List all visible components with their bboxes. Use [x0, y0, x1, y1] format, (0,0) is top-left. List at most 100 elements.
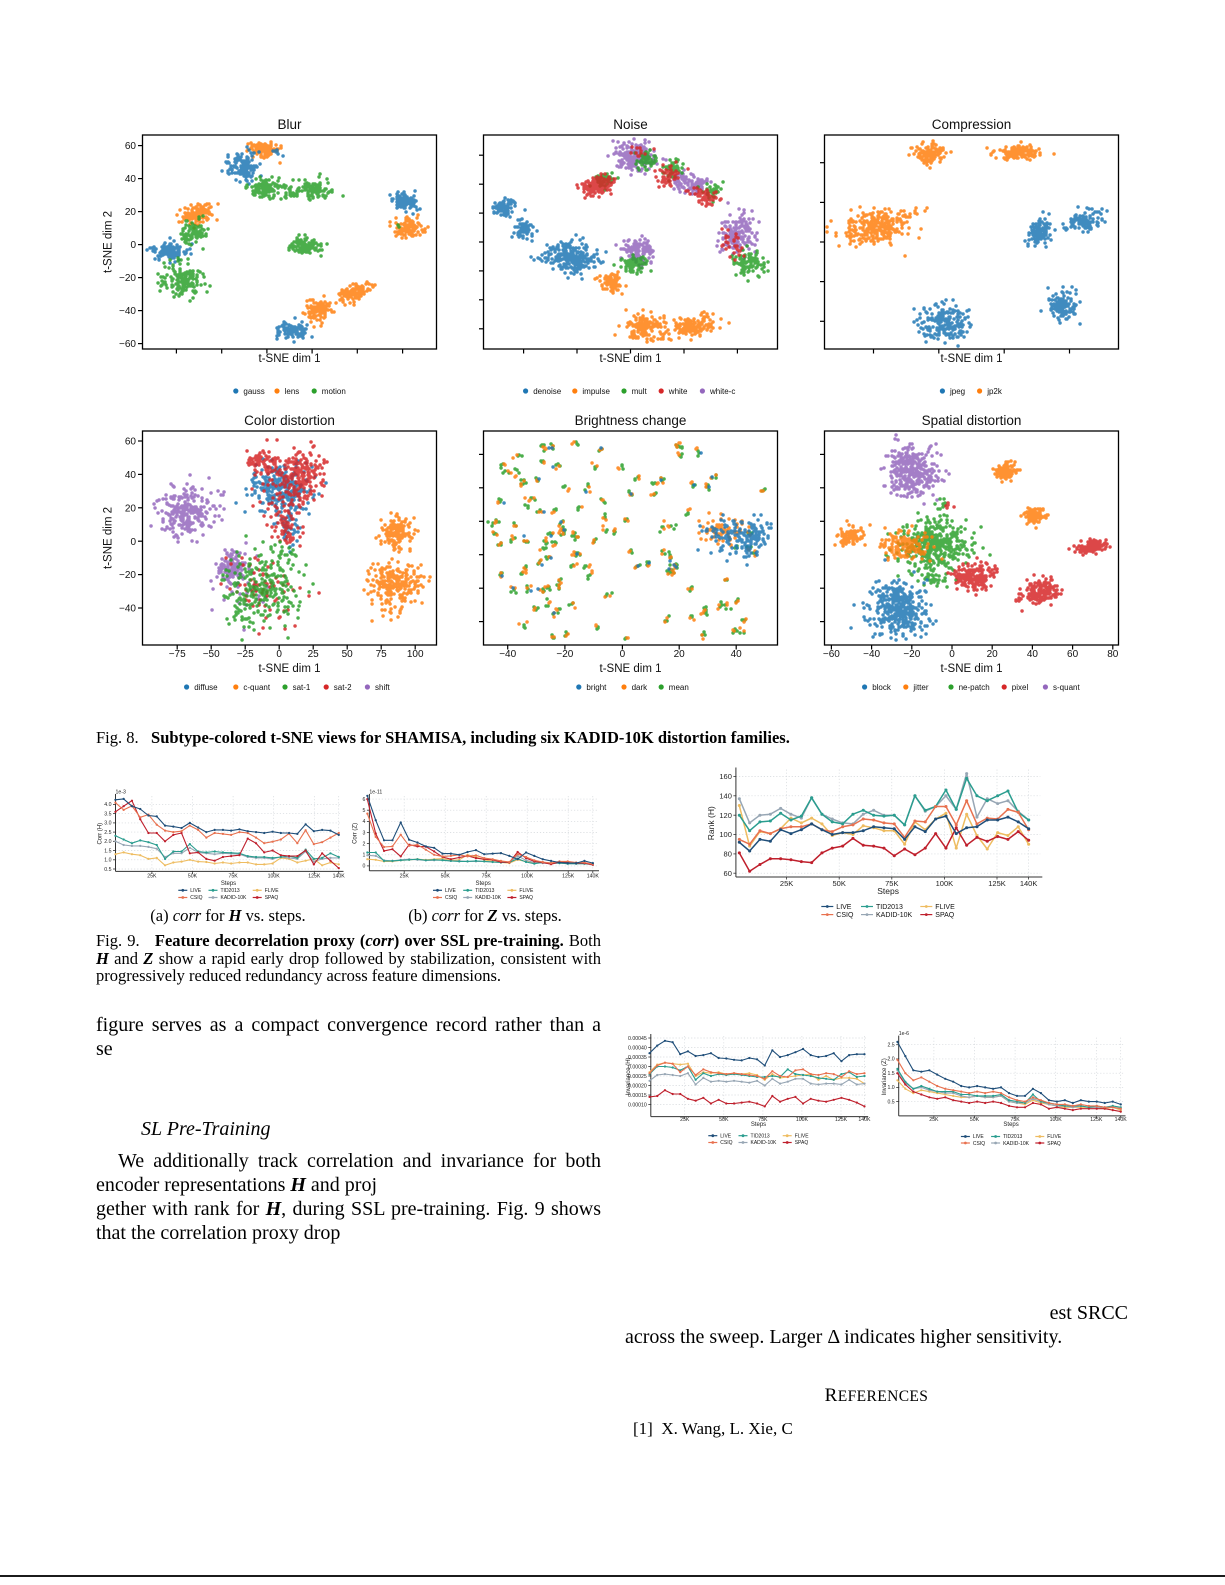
svg-text:white-c: white-c	[709, 387, 735, 396]
svg-text:Brightness change: Brightness change	[575, 413, 687, 428]
svg-text:125K: 125K	[835, 1117, 848, 1123]
svg-text:100: 100	[407, 649, 424, 660]
svg-text:125K: 125K	[988, 879, 1006, 888]
svg-text:−25: −25	[237, 649, 254, 660]
svg-text:Invariance (H): Invariance (H)	[626, 1057, 632, 1095]
svg-text:Steps: Steps	[221, 881, 236, 887]
svg-text:75: 75	[376, 649, 388, 660]
svg-text:SPAQ: SPAQ	[519, 895, 533, 901]
svg-text:3: 3	[363, 830, 366, 836]
svg-text:CSIQ: CSIQ	[836, 912, 854, 919]
svg-text:Blur: Blur	[277, 117, 302, 132]
svg-text:1.5: 1.5	[104, 848, 111, 854]
svg-text:−20: −20	[119, 570, 136, 581]
svg-text:3.0: 3.0	[104, 821, 111, 827]
svg-text:t-SNE dim 2: t-SNE dim 2	[103, 507, 115, 569]
svg-text:gauss: gauss	[243, 387, 264, 396]
svg-text:5: 5	[363, 808, 366, 814]
svg-text:LIVE: LIVE	[445, 888, 457, 894]
svg-text:100K: 100K	[936, 879, 954, 888]
svg-text:t-SNE dim 2: t-SNE dim 2	[103, 211, 115, 273]
svg-text:mult: mult	[632, 387, 648, 396]
svg-text:6: 6	[363, 797, 366, 803]
svg-text:1: 1	[363, 853, 366, 859]
svg-text:50K: 50K	[719, 1117, 729, 1123]
svg-text:KADID-10K: KADID-10K	[475, 895, 502, 901]
svg-text:shift: shift	[375, 683, 390, 692]
svg-text:100K: 100K	[1050, 1117, 1063, 1123]
svg-text:0.00010: 0.00010	[628, 1102, 647, 1108]
svg-text:40: 40	[125, 174, 137, 185]
svg-text:25K: 25K	[680, 1117, 690, 1123]
svg-text:0: 0	[620, 649, 626, 660]
svg-text:impulse: impulse	[582, 387, 610, 396]
svg-text:lens: lens	[285, 387, 300, 396]
svg-text:25K: 25K	[780, 879, 793, 888]
svg-text:Rank (H): Rank (H)	[706, 806, 716, 840]
svg-text:60: 60	[1067, 649, 1079, 660]
svg-text:FLIVE: FLIVE	[795, 1134, 810, 1140]
svg-text:100K: 100K	[796, 1117, 809, 1123]
svg-text:0: 0	[130, 240, 136, 251]
svg-text:Corr (H): Corr (H)	[98, 823, 104, 845]
svg-text:60: 60	[125, 141, 137, 152]
svg-text:SPAQ: SPAQ	[795, 1140, 809, 1146]
svg-text:−40: −40	[119, 604, 136, 615]
svg-text:Steps: Steps	[1003, 1122, 1018, 1128]
svg-text:140K: 140K	[1115, 1117, 1128, 1123]
svg-text:LIVE: LIVE	[190, 888, 202, 894]
svg-text:0.00015: 0.00015	[628, 1093, 647, 1099]
svg-text:120: 120	[719, 811, 732, 820]
svg-text:Corr (Z): Corr (Z)	[353, 823, 359, 844]
svg-text:80: 80	[1107, 649, 1119, 660]
svg-text:75K: 75K	[885, 879, 898, 888]
svg-text:motion: motion	[322, 387, 346, 396]
svg-text:−60: −60	[823, 649, 840, 660]
svg-text:SPAQ: SPAQ	[935, 912, 954, 919]
svg-text:FLIVE: FLIVE	[935, 904, 955, 911]
svg-text:140K: 140K	[587, 874, 600, 880]
svg-text:2.5: 2.5	[887, 1043, 894, 1049]
svg-text:140: 140	[719, 792, 732, 801]
svg-text:TID2013: TID2013	[1003, 1134, 1022, 1140]
svg-text:SPAQ: SPAQ	[1047, 1141, 1061, 1147]
svg-text:Color distortion: Color distortion	[244, 413, 335, 428]
svg-text:40: 40	[125, 470, 137, 481]
svg-text:2.0: 2.0	[104, 839, 111, 845]
svg-text:−75: −75	[169, 649, 186, 660]
svg-text:t-SNE dim 1: t-SNE dim 1	[941, 663, 1003, 675]
svg-text:TID2013: TID2013	[475, 888, 494, 894]
svg-text:2.0: 2.0	[887, 1057, 894, 1063]
svg-text:0.5: 0.5	[104, 867, 111, 873]
svg-text:50K: 50K	[833, 879, 846, 888]
svg-text:sat-2: sat-2	[334, 683, 352, 692]
svg-text:dark: dark	[632, 683, 649, 692]
svg-text:CSIQ: CSIQ	[720, 1140, 732, 1146]
svg-text:CSIQ: CSIQ	[445, 895, 457, 901]
svg-text:TID2013: TID2013	[876, 904, 903, 911]
svg-text:60: 60	[724, 869, 732, 878]
svg-text:125K: 125K	[308, 874, 321, 880]
svg-text:Invariance (Z): Invariance (Z)	[882, 1058, 888, 1095]
svg-text:1e-6: 1e-6	[899, 1031, 909, 1037]
svg-text:TID2013: TID2013	[751, 1134, 770, 1140]
svg-text:4.0: 4.0	[104, 802, 111, 808]
svg-text:s-quant: s-quant	[1053, 683, 1080, 692]
svg-text:125K: 125K	[562, 874, 575, 880]
svg-text:ne-patch: ne-patch	[959, 683, 990, 692]
svg-text:50K: 50K	[970, 1117, 980, 1123]
svg-text:25K: 25K	[929, 1117, 939, 1123]
svg-text:25: 25	[308, 649, 320, 660]
svg-text:−40: −40	[119, 306, 136, 317]
svg-text:20: 20	[125, 503, 137, 514]
svg-text:40: 40	[1027, 649, 1039, 660]
svg-text:4: 4	[363, 819, 366, 825]
svg-text:t-SNE dim 1: t-SNE dim 1	[259, 663, 321, 675]
svg-text:40: 40	[731, 649, 743, 660]
svg-text:t-SNE dim 1: t-SNE dim 1	[941, 353, 1003, 365]
svg-text:140K: 140K	[858, 1117, 871, 1123]
svg-text:pixel: pixel	[1012, 683, 1029, 692]
svg-text:160: 160	[719, 772, 732, 781]
svg-text:Spatial distortion: Spatial distortion	[922, 413, 1022, 428]
svg-text:diffuse: diffuse	[194, 683, 218, 692]
